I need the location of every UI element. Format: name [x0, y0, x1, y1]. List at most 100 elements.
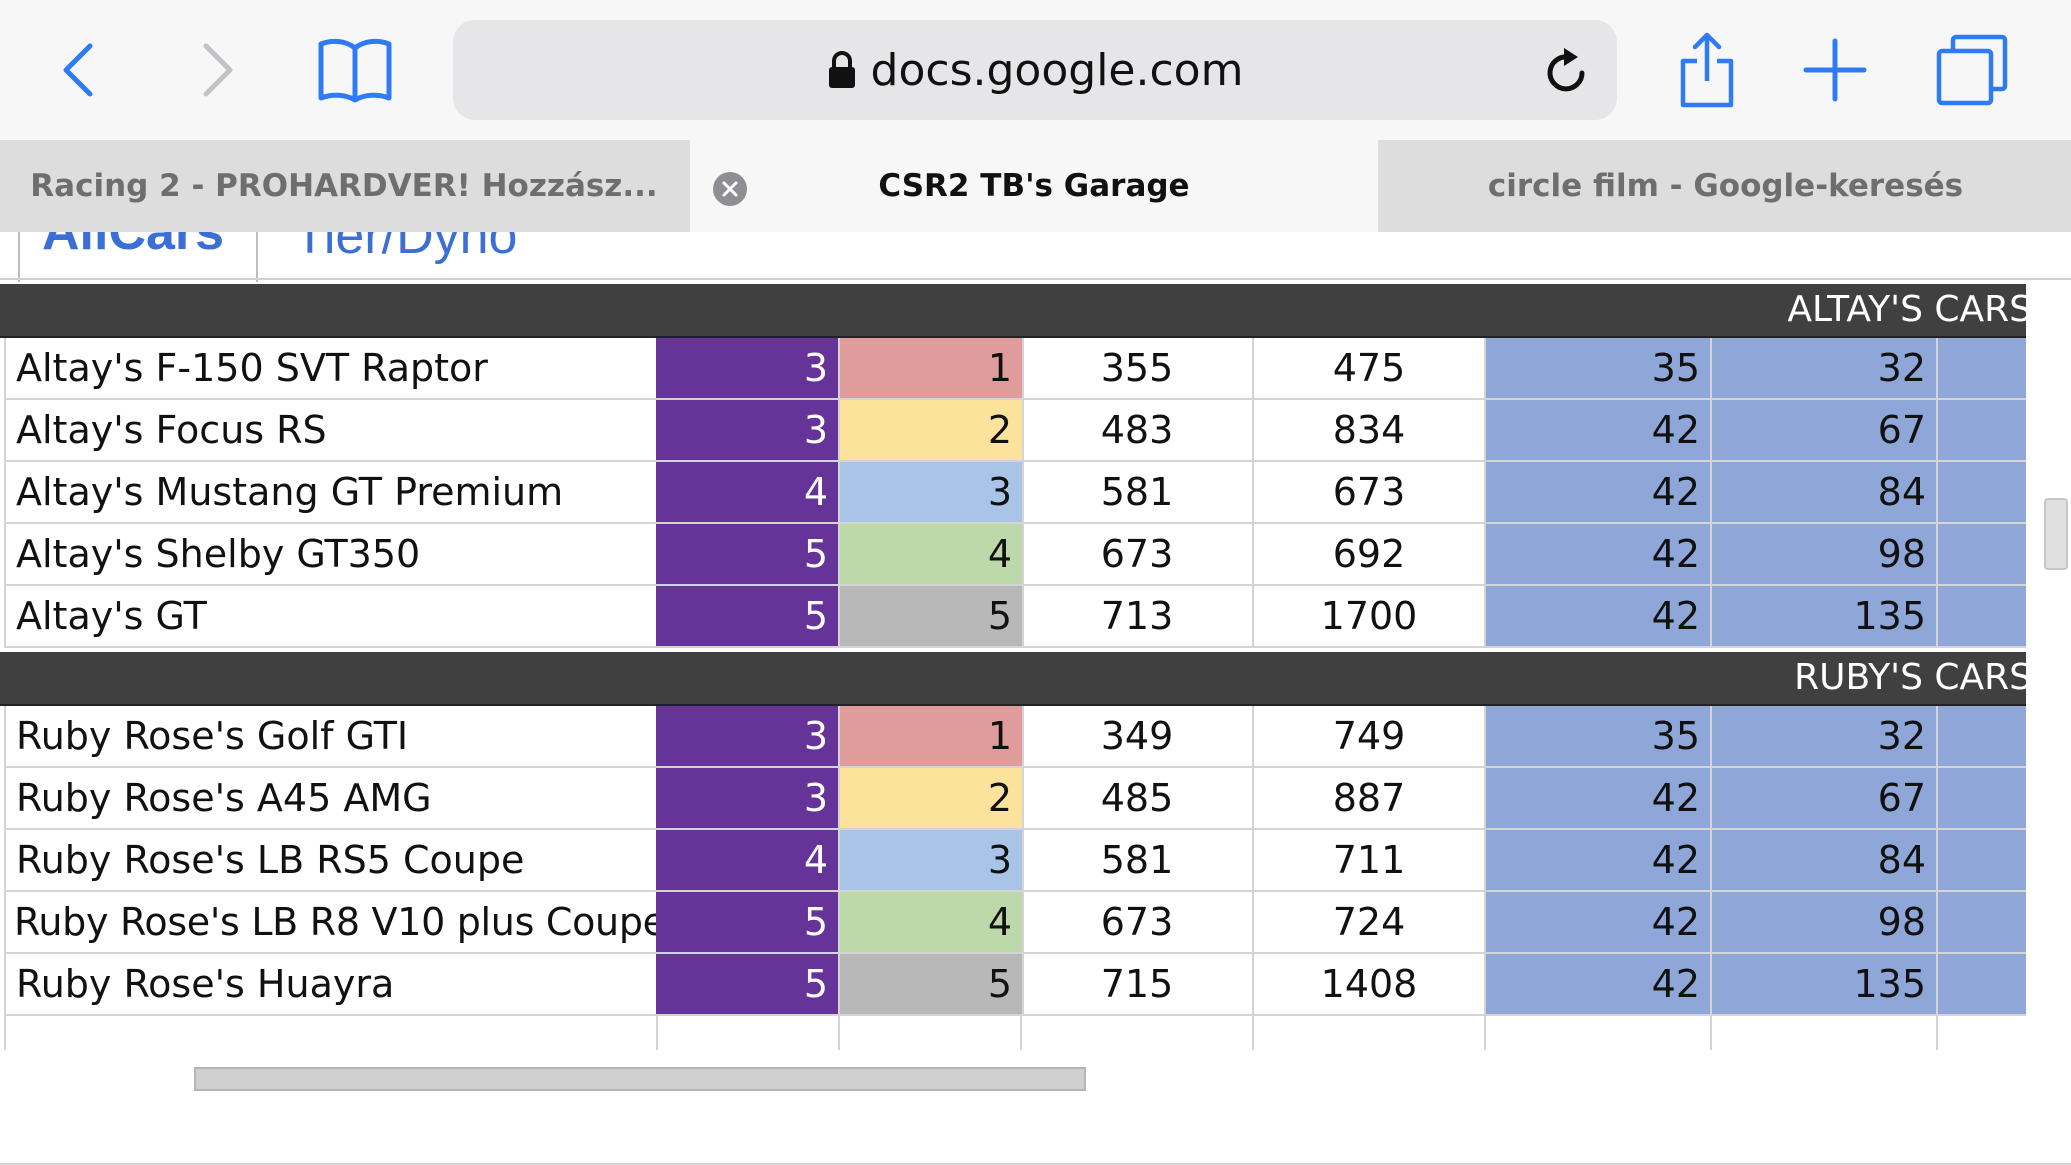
value-cell[interactable]: 713: [1022, 586, 1254, 648]
value-cell[interactable]: 35: [1486, 338, 1712, 400]
empty-cell[interactable]: [1254, 1016, 1486, 1050]
tier-cell[interactable]: 3: [840, 830, 1024, 892]
empty-cell[interactable]: [656, 1016, 840, 1050]
value-cell[interactable]: 67: [1712, 400, 1938, 462]
star-cell[interactable]: 5: [656, 586, 840, 648]
spreadsheet-grid[interactable]: ALTAY'S CARS Altay's F-150 SVT Raptor 3 …: [0, 284, 2026, 1050]
bookmarks-button[interactable]: [310, 30, 400, 110]
car-name-cell[interactable]: Ruby Rose's LB RS5 Coupe: [4, 830, 668, 892]
new-tab-button[interactable]: [1798, 30, 1872, 110]
value-cell[interactable]: 673: [1022, 892, 1254, 954]
tab-circle-film[interactable]: circle film - Google-keresés: [1380, 140, 2071, 232]
value-cell[interactable]: 135: [1712, 586, 1938, 648]
value-cell[interactable]: [1938, 892, 2026, 954]
value-cell[interactable]: 84: [1712, 462, 1938, 524]
reload-button[interactable]: [1533, 38, 1599, 104]
tier-cell[interactable]: 4: [840, 524, 1024, 586]
value-cell[interactable]: [1938, 954, 2026, 1016]
car-name-cell[interactable]: Altay's Focus RS: [4, 400, 668, 462]
value-cell[interactable]: 1700: [1254, 586, 1486, 648]
value-cell[interactable]: 692: [1254, 524, 1486, 586]
back-button[interactable]: [50, 30, 106, 110]
star-cell[interactable]: 3: [656, 400, 840, 462]
car-name-cell[interactable]: Ruby Rose's Huayra: [4, 954, 668, 1016]
tier-cell[interactable]: 2: [840, 400, 1024, 462]
show-tabs-button[interactable]: [1932, 28, 2012, 112]
value-cell[interactable]: 32: [1712, 706, 1938, 768]
car-name-cell[interactable]: Altay's Shelby GT350: [4, 524, 668, 586]
close-tab-button[interactable]: [713, 172, 747, 206]
empty-cell[interactable]: [1712, 1016, 1938, 1050]
value-cell[interactable]: 42: [1486, 400, 1712, 462]
value-cell[interactable]: [1938, 768, 2026, 830]
value-cell[interactable]: 715: [1022, 954, 1254, 1016]
value-cell[interactable]: [1938, 400, 2026, 462]
tab-prohardver[interactable]: Racing 2 - PROHARDVER! Hozzász...: [0, 140, 688, 232]
value-cell[interactable]: [1938, 830, 2026, 892]
horizontal-scrollbar[interactable]: [194, 1067, 1086, 1091]
share-button[interactable]: [1672, 24, 1742, 114]
value-cell[interactable]: [1938, 524, 2026, 586]
tier-cell[interactable]: 5: [840, 954, 1024, 1016]
star-cell[interactable]: 3: [656, 768, 840, 830]
star-cell[interactable]: 3: [656, 338, 840, 400]
vertical-scrollbar[interactable]: [2044, 498, 2068, 570]
value-cell[interactable]: 355: [1022, 338, 1254, 400]
empty-cell[interactable]: [4, 1016, 658, 1050]
value-cell[interactable]: 67: [1712, 768, 1938, 830]
empty-cell[interactable]: [1486, 1016, 1712, 1050]
value-cell[interactable]: 32: [1712, 338, 1938, 400]
value-cell[interactable]: 581: [1022, 830, 1254, 892]
value-cell[interactable]: [1938, 586, 2026, 648]
empty-cell[interactable]: [840, 1016, 1022, 1050]
value-cell[interactable]: 42: [1486, 830, 1712, 892]
star-cell[interactable]: 3: [656, 706, 840, 768]
sheet-tab-allcars[interactable]: AllCars: [18, 232, 258, 282]
value-cell[interactable]: 98: [1712, 892, 1938, 954]
value-cell[interactable]: 724: [1254, 892, 1486, 954]
car-name-cell[interactable]: Altay's Mustang GT Premium: [4, 462, 668, 524]
value-cell[interactable]: 42: [1486, 462, 1712, 524]
value-cell[interactable]: [1938, 338, 2026, 400]
value-cell[interactable]: 834: [1254, 400, 1486, 462]
value-cell[interactable]: 42: [1486, 768, 1712, 830]
value-cell[interactable]: 135: [1712, 954, 1938, 1016]
car-name-cell[interactable]: Ruby Rose's Golf GTI: [4, 706, 668, 768]
tab-csr2-garage[interactable]: CSR2 TB's Garage: [690, 140, 1378, 232]
value-cell[interactable]: 84: [1712, 830, 1938, 892]
value-cell[interactable]: 673: [1022, 524, 1254, 586]
value-cell[interactable]: 887: [1254, 768, 1486, 830]
value-cell[interactable]: 483: [1022, 400, 1254, 462]
tier-cell[interactable]: 1: [840, 706, 1024, 768]
star-cell[interactable]: 5: [656, 954, 840, 1016]
value-cell[interactable]: [1938, 462, 2026, 524]
tier-cell[interactable]: 3: [840, 462, 1024, 524]
value-cell[interactable]: 35: [1486, 706, 1712, 768]
value-cell[interactable]: 42: [1486, 586, 1712, 648]
star-cell[interactable]: 5: [656, 892, 840, 954]
value-cell[interactable]: 673: [1254, 462, 1486, 524]
tier-cell[interactable]: 1: [840, 338, 1024, 400]
address-bar[interactable]: docs.google.com: [453, 20, 1617, 120]
value-cell[interactable]: 42: [1486, 524, 1712, 586]
value-cell[interactable]: 1408: [1254, 954, 1486, 1016]
car-name-cell[interactable]: Ruby Rose's A45 AMG: [4, 768, 668, 830]
sheet-tab-tier-dyno[interactable]: Tier/Dyno: [294, 232, 518, 265]
tier-cell[interactable]: 5: [840, 586, 1024, 648]
car-name-cell[interactable]: Altay's GT: [4, 586, 668, 648]
star-cell[interactable]: 4: [656, 830, 840, 892]
value-cell[interactable]: [1938, 706, 2026, 768]
value-cell[interactable]: 485: [1022, 768, 1254, 830]
forward-button[interactable]: [190, 30, 246, 110]
value-cell[interactable]: 749: [1254, 706, 1486, 768]
car-name-cell[interactable]: Altay's F-150 SVT Raptor: [4, 338, 668, 400]
value-cell[interactable]: 711: [1254, 830, 1486, 892]
value-cell[interactable]: 581: [1022, 462, 1254, 524]
value-cell[interactable]: 42: [1486, 892, 1712, 954]
value-cell[interactable]: 349: [1022, 706, 1254, 768]
value-cell[interactable]: 42: [1486, 954, 1712, 1016]
value-cell[interactable]: 475: [1254, 338, 1486, 400]
empty-cell[interactable]: [1022, 1016, 1254, 1050]
tier-cell[interactable]: 4: [840, 892, 1024, 954]
car-name-cell[interactable]: Ruby Rose's LB R8 V10 plus Coupe: [4, 892, 666, 954]
